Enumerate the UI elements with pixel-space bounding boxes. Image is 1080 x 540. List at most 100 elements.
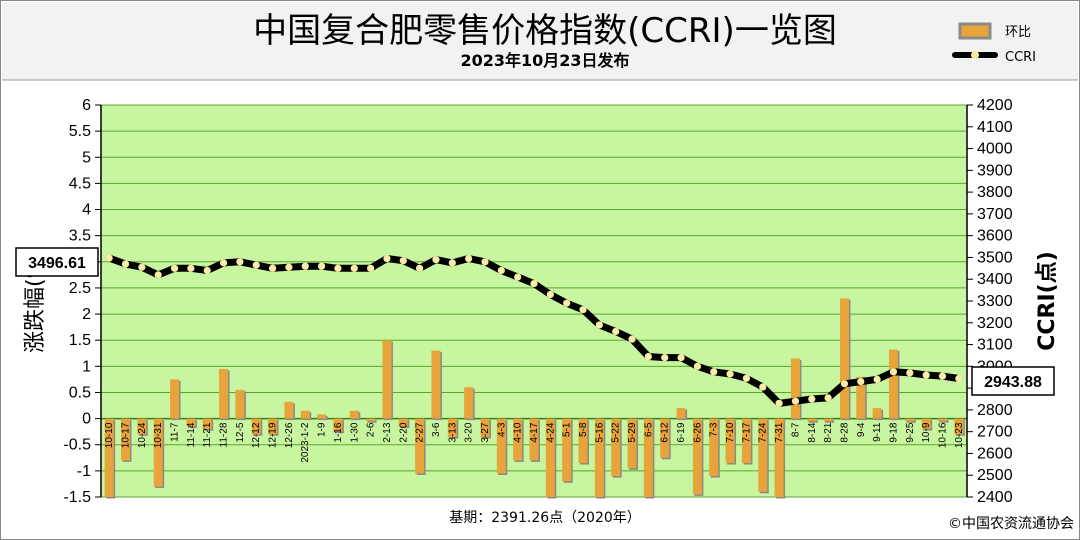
ccri-point-47 [873, 375, 881, 383]
bar-shadow-44 [825, 420, 835, 423]
bar-32 [627, 418, 637, 469]
bar-34 [660, 418, 670, 458]
end-value-callout: 2943.88 [971, 366, 1055, 396]
ccri-point-14 [334, 264, 342, 272]
x-tick-label-24: 4-3 [496, 422, 507, 437]
bar-23 [480, 418, 490, 437]
ccri-point-25 [514, 273, 522, 281]
right-axis-title: CCRI(点) [1034, 251, 1060, 351]
bar-30 [594, 418, 604, 497]
x-tick-label-44: 8-21 [823, 422, 834, 442]
x-tick-label-22: 3-20 [464, 422, 475, 442]
bar-29 [578, 418, 588, 464]
ccri-point-34 [661, 354, 669, 362]
bar-2 [137, 418, 147, 435]
bar-14 [333, 418, 343, 432]
x-tick-label-42: 8-7 [790, 422, 801, 437]
right-tick-label-12: 3600 [977, 228, 1013, 245]
bar-8 [235, 389, 245, 419]
left-tick-label-0: -1.5 [63, 489, 91, 506]
ccri-point-7 [219, 259, 228, 267]
base-period-note: 基期：2391.26点（2020年） [449, 509, 641, 526]
bar-1 [121, 418, 131, 461]
x-tick-label-9: 12-12 [251, 422, 262, 448]
bar-19 [415, 418, 425, 474]
right-tick-label-13: 3700 [977, 206, 1013, 223]
left-tick-label-1: -1 [77, 463, 91, 480]
bar-11 [284, 401, 294, 419]
end-callout-text: 2943.88 [984, 374, 1042, 391]
ccri-point-43 [808, 395, 816, 403]
legend-bar-swatch [958, 22, 992, 40]
bar-36 [692, 418, 702, 495]
x-tick-label-27: 4-24 [545, 422, 556, 442]
x-tick-label-47: 9-11 [872, 422, 883, 442]
bar-38 [725, 418, 735, 464]
bar-20 [431, 350, 441, 419]
legend-bar-label: 环比 [1005, 25, 1031, 40]
bar-44 [823, 418, 833, 422]
bar-4 [170, 379, 180, 419]
x-tick-label-34: 6-12 [660, 422, 671, 442]
right-tick-label-8: 3200 [977, 315, 1013, 332]
bar-9 [251, 418, 261, 435]
right-tick-label-17: 4100 [977, 119, 1013, 136]
ccri-point-33 [644, 352, 652, 361]
ccri-point-45 [840, 380, 849, 388]
bar-6 [202, 418, 212, 430]
bar-7 [219, 368, 229, 419]
x-axis-ticks: 10-10 10-17 10-24 10-31 11-7 11-14 11-21 11-28 1… [104, 422, 965, 462]
bar-shadow-43 [808, 420, 818, 423]
ccri-point-17 [383, 254, 391, 263]
bar-22 [464, 387, 474, 419]
x-tick-label-38: 7-10 [725, 422, 736, 442]
bar-shadow-16 [367, 420, 377, 423]
right-tick-label-4: 2800 [977, 402, 1013, 419]
x-tick-label-52: 10-23 [954, 422, 965, 448]
bar-49 [905, 418, 915, 422]
x-tick-label-20: 3-6 [431, 422, 442, 437]
ccri-point-3 [154, 271, 162, 279]
x-tick-label-37: 7-3 [709, 422, 720, 437]
ccri-point-28 [563, 299, 571, 307]
x-tick-label-50: 10-9 [921, 422, 932, 442]
x-tick-label-21: 3-13 [447, 422, 458, 442]
right-tick-label-0: 2400 [977, 489, 1013, 506]
bar-16 [366, 418, 376, 422]
bar-52 [954, 418, 964, 435]
x-tick-label-36: 6-26 [692, 422, 703, 442]
left-tick-label-15: 6 [82, 97, 91, 114]
bar-15 [349, 410, 359, 419]
x-tick-label-10: 12-19 [268, 422, 279, 448]
x-tick-label-16: 2-6 [366, 422, 377, 437]
x-tick-label-26: 4-17 [529, 422, 540, 442]
bar-42 [790, 358, 800, 419]
x-tick-label-28: 5-1 [562, 422, 573, 437]
left-tick-label-3: 0 [82, 411, 91, 428]
ccri-point-44 [824, 394, 832, 402]
bar-5 [186, 418, 196, 427]
ccri-point-2 [138, 263, 146, 271]
ccri-point-41 [775, 399, 783, 407]
bar-0 [104, 418, 114, 497]
ccri-point-30 [595, 321, 603, 329]
x-tick-label-0: 10-10 [104, 422, 115, 448]
ccri-point-15 [350, 264, 358, 272]
legend-line-label: CCRI [1005, 50, 1036, 65]
ccri-point-24 [497, 266, 505, 275]
right-tick-label-10: 3400 [977, 271, 1013, 288]
ccri-point-16 [367, 264, 375, 272]
x-tick-label-18: 2-20 [398, 422, 409, 442]
left-tick-label-8: 2.5 [69, 280, 91, 297]
x-tick-label-7: 11-28 [219, 422, 230, 447]
bar-28 [562, 418, 572, 482]
x-tick-label-4: 11-7 [170, 422, 181, 442]
x-tick-label-31: 5-22 [611, 422, 622, 442]
ccri-point-6 [203, 266, 211, 275]
ccri-point-5 [187, 264, 195, 272]
bar-3 [153, 418, 163, 487]
x-tick-label-1: 10-17 [121, 422, 132, 448]
ccri-point-4 [170, 264, 179, 272]
ccri-point-48 [889, 368, 898, 376]
ccri-point-31 [612, 327, 620, 336]
